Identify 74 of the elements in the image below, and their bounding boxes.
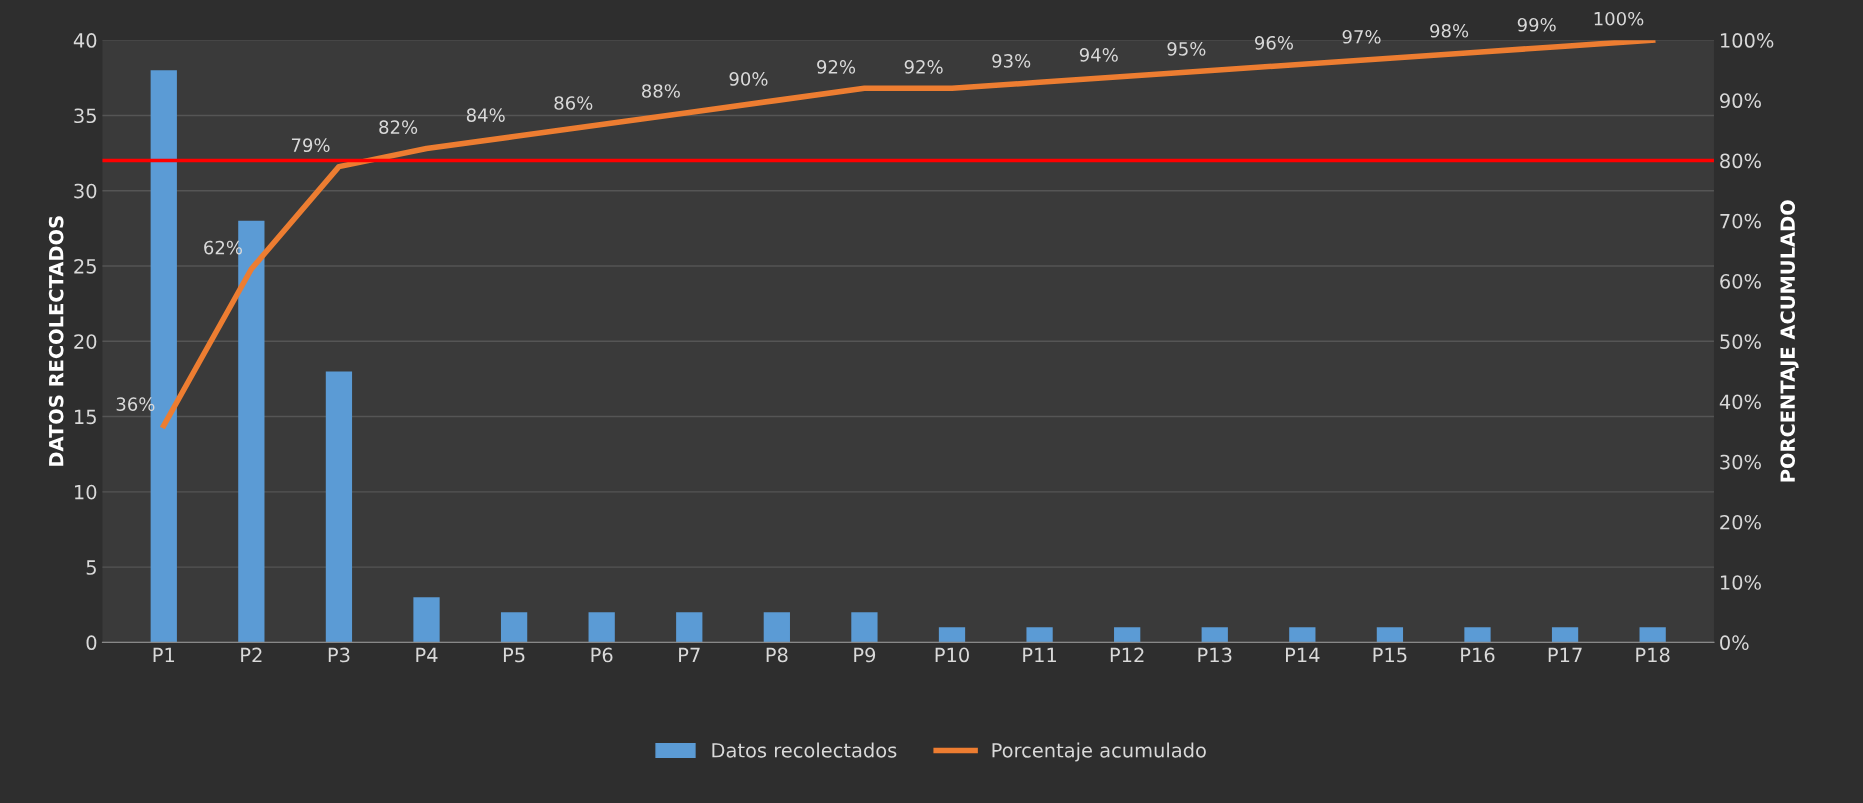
bar [1114, 627, 1141, 643]
data-label: 97% [1342, 29, 1381, 44]
data-label: 79% [291, 138, 330, 153]
y-tick-label: 25 [74, 258, 96, 274]
bar [1639, 627, 1666, 643]
data-label: 86% [554, 96, 593, 110]
y2-axis-title: PORCENTAJE ACUMULADO [1780, 200, 1799, 482]
bar [851, 612, 878, 643]
bar [938, 627, 966, 643]
data-label: 88% [642, 84, 680, 98]
y2-tick-label: 10% [1720, 575, 1761, 590]
x-tick-label: P15 [1373, 647, 1407, 663]
y2-tick-label: 40% [1719, 394, 1761, 410]
y-tick-label: 35 [74, 108, 96, 124]
data-label: 100% [1594, 11, 1644, 26]
bar [676, 612, 703, 643]
bar [1026, 627, 1053, 643]
bar [1376, 627, 1404, 643]
x-tick-label: P5 [503, 647, 525, 663]
data-label: 84% [466, 108, 505, 122]
data-label: 95% [1167, 42, 1206, 56]
y2-tick-label: 50% [1720, 334, 1761, 349]
y2-tick-label: 0% [1720, 635, 1749, 651]
y2-tick-label: 70% [1720, 213, 1761, 229]
y2-tick-label: 30% [1720, 454, 1761, 470]
y2-tick-label: 60% [1720, 274, 1761, 289]
y-tick-label: 0 [86, 635, 97, 651]
x-tick-label: P3 [328, 647, 350, 663]
data-label: 92% [817, 60, 856, 74]
data-label: 90% [729, 72, 768, 86]
x-tick-label: P6 [591, 647, 613, 663]
y-tick-label: 10 [75, 484, 97, 500]
x-tick-label: P11 [1023, 647, 1057, 663]
bar [1464, 627, 1491, 643]
data-label: 99% [1517, 17, 1556, 32]
x-tick-label: P4 [416, 647, 438, 663]
legend-label: Porcentaje acumulado [992, 742, 1206, 762]
y-tick-label: 5 [86, 560, 96, 575]
data-label: 94% [1079, 48, 1118, 62]
bar [588, 612, 615, 643]
x-tick-label: P2 [241, 647, 262, 663]
y2-tick-label: 80% [1720, 153, 1761, 169]
x-tick-label: P17 [1548, 647, 1582, 663]
y-tick-label: 20 [74, 334, 97, 349]
y-tick-label: 15 [75, 409, 96, 425]
data-label: 96% [1255, 35, 1293, 50]
x-tick-label: P18 [1636, 647, 1670, 663]
y2-tick-label: 100% [1720, 33, 1774, 48]
data-label: 82% [379, 120, 418, 134]
data-label: 92% [904, 60, 943, 74]
x-tick-label: P10 [935, 647, 969, 663]
bar [325, 371, 353, 643]
x-tick-label: P7 [679, 647, 700, 663]
x-tick-label: P13 [1198, 647, 1232, 663]
x-tick-label: P12 [1110, 647, 1144, 663]
x-tick-label: P14 [1286, 647, 1320, 663]
x-tick-label: P1 [153, 647, 175, 663]
legend-label: Datos recolectados [712, 742, 897, 758]
x-tick-label: P9 [854, 647, 876, 663]
y-axis-title: DATOS RECOLECTADOS [48, 216, 64, 466]
bar [1551, 627, 1579, 643]
bar [1201, 627, 1228, 643]
bar [1289, 627, 1316, 643]
x-tick-label: P16 [1461, 647, 1495, 663]
y-tick-label: 30 [74, 183, 97, 199]
x-tick-label: P8 [766, 647, 788, 663]
y2-tick-label: 20% [1720, 514, 1761, 530]
y2-tick-label: 90% [1720, 93, 1761, 109]
bar [763, 612, 790, 643]
data-label: 93% [992, 54, 1031, 68]
bar [413, 597, 440, 643]
bar [500, 612, 528, 643]
y-tick-label: 40 [73, 33, 97, 48]
data-label: 98% [1430, 23, 1469, 38]
